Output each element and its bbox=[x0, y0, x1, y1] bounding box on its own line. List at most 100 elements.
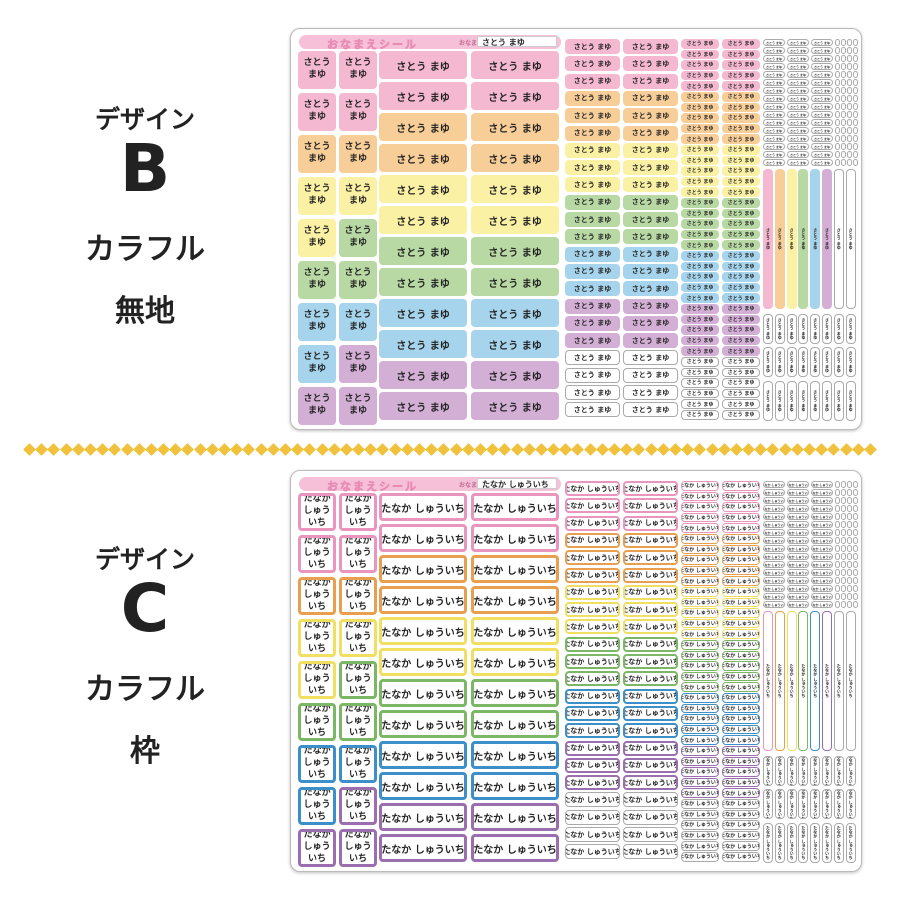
name-sticker: たなか しゅういち bbox=[722, 534, 760, 544]
name-sticker: さとう まゆ bbox=[722, 166, 760, 176]
name-sticker bbox=[841, 481, 846, 488]
name-sticker bbox=[847, 63, 852, 70]
name-sticker: たなか しゅういち bbox=[833, 823, 844, 863]
name-sticker: さとう まゆ bbox=[722, 176, 760, 187]
name-sticker: たなか しゅういち bbox=[722, 746, 760, 756]
name-sticker: さとう まゆ bbox=[722, 346, 760, 356]
name-sticker: さとう まゆ bbox=[623, 246, 678, 262]
name-sticker: たなか しゅういち bbox=[787, 521, 809, 528]
name-sticker: さとう まゆ bbox=[722, 240, 760, 250]
name-sticker: さとう まゆ bbox=[763, 103, 785, 110]
name-sticker: さとう まゆ bbox=[339, 261, 377, 299]
name-sticker: さとう まゆ bbox=[681, 272, 719, 282]
name-sticker bbox=[853, 143, 858, 150]
name-sticker bbox=[847, 593, 852, 600]
name-sticker: たなか しゅういち bbox=[623, 792, 678, 808]
name-sticker: さとう まゆ bbox=[774, 314, 785, 344]
name-sticker: たなか しゅういち bbox=[811, 521, 833, 528]
name-sticker: たなか しゅういち bbox=[722, 830, 760, 841]
name-sticker: さとう まゆ bbox=[681, 388, 719, 399]
name-sticker: たなか しゅういち bbox=[811, 497, 833, 504]
name-sticker: たなか しゅういち bbox=[811, 593, 833, 600]
name-sticker bbox=[847, 159, 852, 166]
name-sticker: たなか しゅういち bbox=[339, 619, 377, 657]
name-sticker: さとう まゆ bbox=[787, 87, 809, 94]
name-sticker: さとう まゆ bbox=[681, 92, 719, 102]
name-sticker bbox=[853, 569, 858, 576]
name-sticker: さとう まゆ bbox=[681, 113, 719, 123]
name-sticker: さとう まゆ bbox=[822, 347, 832, 377]
name-sticker: たなか しゅういち bbox=[379, 493, 467, 521]
name-sticker: さとう まゆ bbox=[681, 293, 719, 303]
name-sticker: たなか しゅういち bbox=[798, 789, 809, 819]
name-sticker: たなか しゅういち bbox=[681, 565, 719, 576]
name-sticker: さとう まゆ bbox=[471, 268, 559, 296]
name-sticker: さとう まゆ bbox=[565, 177, 620, 193]
name-sticker: さとう まゆ bbox=[845, 381, 856, 421]
name-sticker: さとう まゆ bbox=[787, 143, 809, 150]
name-sticker: たなか しゅういち bbox=[722, 565, 760, 576]
name-sticker: たなか しゅういち bbox=[822, 823, 832, 863]
name-sticker bbox=[847, 143, 852, 150]
name-sticker bbox=[853, 593, 858, 600]
diamond-divider bbox=[23, 436, 877, 462]
name-sticker: たなか しゅういち bbox=[681, 788, 719, 798]
name-sticker: たなか しゅういち bbox=[763, 756, 773, 786]
name-sticker: さとう まゆ bbox=[681, 399, 719, 409]
name-sticker: たなか しゅういち bbox=[798, 756, 809, 786]
name-sticker: さとう まゆ bbox=[681, 102, 719, 113]
name-sticker: さとう まゆ bbox=[833, 169, 844, 309]
name-sticker: さとう まゆ bbox=[786, 169, 797, 309]
name-sticker: さとう まゆ bbox=[565, 90, 620, 106]
name-sticker: さとう まゆ bbox=[810, 381, 821, 421]
name-sticker: たなか しゅういち bbox=[681, 799, 719, 809]
name-sticker: たなか しゅういち bbox=[722, 788, 760, 798]
name-sticker: さとう まゆ bbox=[810, 347, 821, 377]
name-sticker: さとう まゆ bbox=[787, 95, 809, 102]
name-sticker: たなか しゅういち bbox=[565, 757, 620, 773]
design-c-sticker-sheet: おなまえシール おなまえ たなか しゅういち たなか しゅういち たなか しゅうい… bbox=[290, 470, 862, 872]
name-sticker: さとう まゆ bbox=[833, 314, 844, 344]
name-sticker: たなか しゅういち bbox=[471, 586, 559, 614]
name-sticker: さとう まゆ bbox=[379, 206, 467, 234]
name-sticker: さとう まゆ bbox=[722, 282, 760, 293]
name-sticker: さとう まゆ bbox=[722, 388, 760, 399]
name-sticker: たなか しゅういち bbox=[763, 521, 785, 528]
name-sticker: さとう まゆ bbox=[798, 314, 809, 344]
name-sticker: たなか しゅういち bbox=[681, 544, 719, 555]
name-sticker: たなか しゅういち bbox=[811, 489, 833, 496]
name-sticker: たなか しゅういち bbox=[681, 576, 719, 586]
name-sticker: たなか しゅういち bbox=[787, 497, 809, 504]
name-sticker bbox=[853, 111, 858, 118]
name-sticker: たなか しゅういち bbox=[623, 584, 678, 600]
name-sticker bbox=[853, 545, 858, 552]
name-sticker: さとう まゆ bbox=[787, 39, 809, 46]
name-sticker: たなか しゅういち bbox=[722, 682, 760, 692]
name-sticker: たなか しゅういち bbox=[774, 756, 785, 786]
name-sticker: たなか しゅういち bbox=[787, 529, 809, 536]
name-sticker: さとう まゆ bbox=[471, 82, 559, 110]
name-sticker: たなか しゅういち bbox=[565, 775, 620, 791]
name-sticker: たなか しゅういち bbox=[681, 512, 719, 523]
name-sticker: さとう まゆ bbox=[722, 367, 760, 378]
name-sticker: たなか しゅういち bbox=[845, 611, 856, 751]
name-sticker bbox=[841, 95, 846, 102]
name-sticker bbox=[847, 71, 852, 78]
name-sticker: さとう まゆ bbox=[623, 263, 678, 279]
name-field: さとう まゆ bbox=[477, 36, 557, 47]
name-sticker: さとう まゆ bbox=[298, 387, 336, 425]
name-sticker: たなか しゅういち bbox=[379, 586, 467, 614]
name-sticker: たなか しゅういち bbox=[565, 688, 620, 704]
name-sticker: たなか しゅういち bbox=[833, 789, 844, 819]
name-sticker: さとう まゆ bbox=[681, 240, 719, 250]
name-sticker: たなか しゅういち bbox=[798, 823, 809, 863]
name-sticker: たなか しゅういち bbox=[471, 524, 559, 552]
name-sticker: さとう まゆ bbox=[681, 261, 719, 272]
name-sticker: さとう まゆ bbox=[822, 169, 832, 309]
name-sticker: たなか しゅういち bbox=[786, 789, 797, 819]
name-sticker bbox=[847, 481, 852, 488]
name-sticker: さとう まゆ bbox=[787, 135, 809, 142]
name-sticker: さとう まゆ bbox=[722, 335, 760, 346]
name-sticker: たなか しゅういち bbox=[822, 611, 832, 751]
name-sticker: たなか しゅういち bbox=[763, 601, 785, 608]
